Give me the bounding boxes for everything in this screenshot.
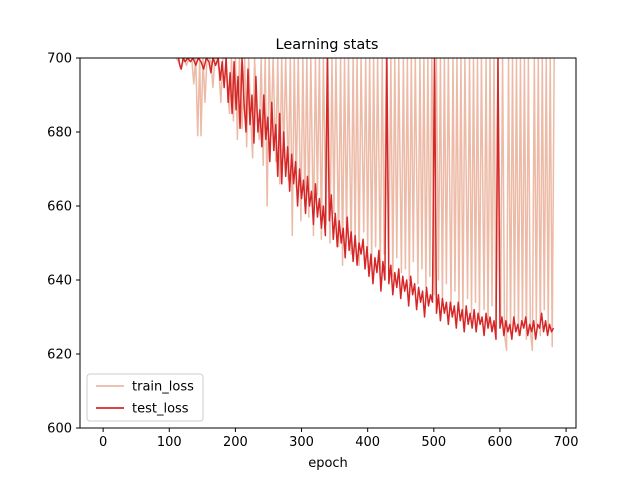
x-tick-label: 500	[421, 435, 446, 450]
x-tick-label: 100	[157, 435, 182, 450]
y-tick-label: 600	[47, 422, 72, 437]
x-tick-label: 300	[289, 435, 314, 450]
x-tick-label: 700	[554, 435, 579, 450]
y-tick-label: 700	[47, 52, 72, 67]
x-tick-label: 400	[355, 435, 380, 450]
x-tick-label: 0	[99, 435, 107, 450]
legend-label-test_loss: test_loss	[132, 402, 189, 417]
y-tick-label: 620	[47, 348, 72, 363]
x-tick-label: 600	[488, 435, 513, 450]
x-axis-label: epoch	[308, 456, 348, 471]
series-line-test_loss	[177, 58, 555, 340]
y-axis: 600 620 640 660 680 700	[47, 52, 80, 437]
y-tick-label: 680	[47, 126, 72, 141]
chart-title: Learning stats	[276, 37, 379, 53]
plot-frame	[79, 57, 577, 429]
series-layer	[175, 58, 555, 352]
legend: train_loss test_loss	[86, 373, 204, 422]
x-tick-label: 200	[223, 435, 248, 450]
y-tick-label: 660	[47, 200, 72, 215]
legend-label-train_loss: train_loss	[132, 380, 194, 395]
y-tick-label: 640	[47, 274, 72, 289]
x-axis: 0 100 200 300 400 500 600 700	[99, 428, 578, 450]
